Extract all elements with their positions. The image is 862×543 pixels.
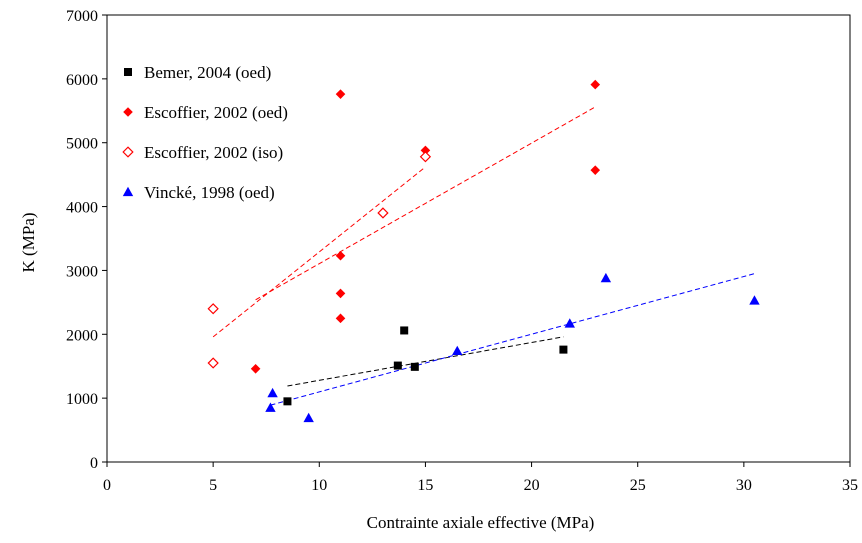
legend-label: Escoffier, 2002 (oed) xyxy=(144,103,288,122)
data-point-series-2 xyxy=(590,79,601,90)
x-tick-label: 20 xyxy=(524,477,540,494)
legend-item: Escoffier, 2002 (oed) xyxy=(123,103,288,122)
data-point-series-4 xyxy=(303,412,314,423)
y-axis-title: K (MPa) xyxy=(19,213,38,273)
x-tick-label: 10 xyxy=(311,477,327,494)
data-point-series-3 xyxy=(377,207,389,219)
data-point-series-2 xyxy=(335,89,346,99)
y-tick-label: 3000 xyxy=(66,263,98,280)
data-point-series-4 xyxy=(267,387,278,398)
data-point-series-2 xyxy=(420,145,431,156)
data-point-series-4 xyxy=(749,295,760,305)
data-point-series-3 xyxy=(207,357,219,369)
y-tick-label: 6000 xyxy=(66,72,98,89)
y-axis: 0 1000 2000 3000 4000 5000 6000 7000 xyxy=(66,8,107,472)
legend-marker xyxy=(123,107,133,117)
legend-marker xyxy=(124,68,132,76)
legend-marker xyxy=(122,186,134,197)
data-point-series-4 xyxy=(265,402,276,412)
legend: Bemer, 2004 (oed) Escoffier, 2002 (oed) Es… xyxy=(122,63,288,202)
plot-area xyxy=(106,14,851,463)
y-tick-label: 7000 xyxy=(66,8,98,25)
data-point-series-2 xyxy=(590,165,601,175)
plot-frame xyxy=(106,14,851,463)
legend-item: Vincké, 1998 (oed) xyxy=(122,183,275,202)
y-tick-label: 5000 xyxy=(66,136,98,153)
x-axis: 0 5 10 15 20 25 30 35 xyxy=(103,462,858,494)
data-point-series-3 xyxy=(419,151,432,163)
data-point-series-3 xyxy=(207,303,219,315)
data-point-series-4 xyxy=(452,345,463,356)
data-point-series-1 xyxy=(400,326,409,335)
data-markers xyxy=(207,79,760,423)
data-point-series-2 xyxy=(335,288,346,299)
x-tick-label: 30 xyxy=(736,477,752,494)
data-point-series-2 xyxy=(250,363,261,374)
x-tick-label: 35 xyxy=(842,477,858,494)
x-tick-label: 15 xyxy=(417,477,433,494)
legend-label: Bemer, 2004 (oed) xyxy=(144,63,271,82)
y-tick-label: 1000 xyxy=(66,391,98,408)
trendline-series-2 xyxy=(255,106,596,301)
data-point-series-1 xyxy=(283,397,292,406)
legend-label: Vincké, 1998 (oed) xyxy=(144,183,275,202)
trendline-series-3 xyxy=(212,166,426,338)
trendline-series-4 xyxy=(270,273,755,406)
legend-item: Bemer, 2004 (oed) xyxy=(124,63,271,82)
data-point-series-2 xyxy=(335,250,346,261)
data-point-series-2 xyxy=(335,313,346,324)
trendline-series-1 xyxy=(287,336,564,387)
trendlines xyxy=(212,106,755,406)
x-tick-label: 5 xyxy=(209,477,217,494)
x-tick-label: 0 xyxy=(103,477,111,494)
data-point-series-1 xyxy=(393,361,402,370)
data-point-series-4 xyxy=(600,272,612,283)
y-tick-label: 2000 xyxy=(66,327,98,344)
x-tick-label: 25 xyxy=(630,477,646,494)
x-axis-title: Contrainte axiale effective (MPa) xyxy=(367,513,595,532)
y-tick-label: 4000 xyxy=(66,200,98,217)
legend-marker xyxy=(122,146,134,158)
legend-label: Escoffier, 2002 (iso) xyxy=(144,143,283,162)
data-point-series-4 xyxy=(564,318,575,328)
data-point-series-1 xyxy=(559,345,568,354)
legend-item: Escoffier, 2002 (iso) xyxy=(122,143,283,162)
data-point-series-1 xyxy=(410,362,419,371)
y-tick-label: 0 xyxy=(90,455,98,472)
